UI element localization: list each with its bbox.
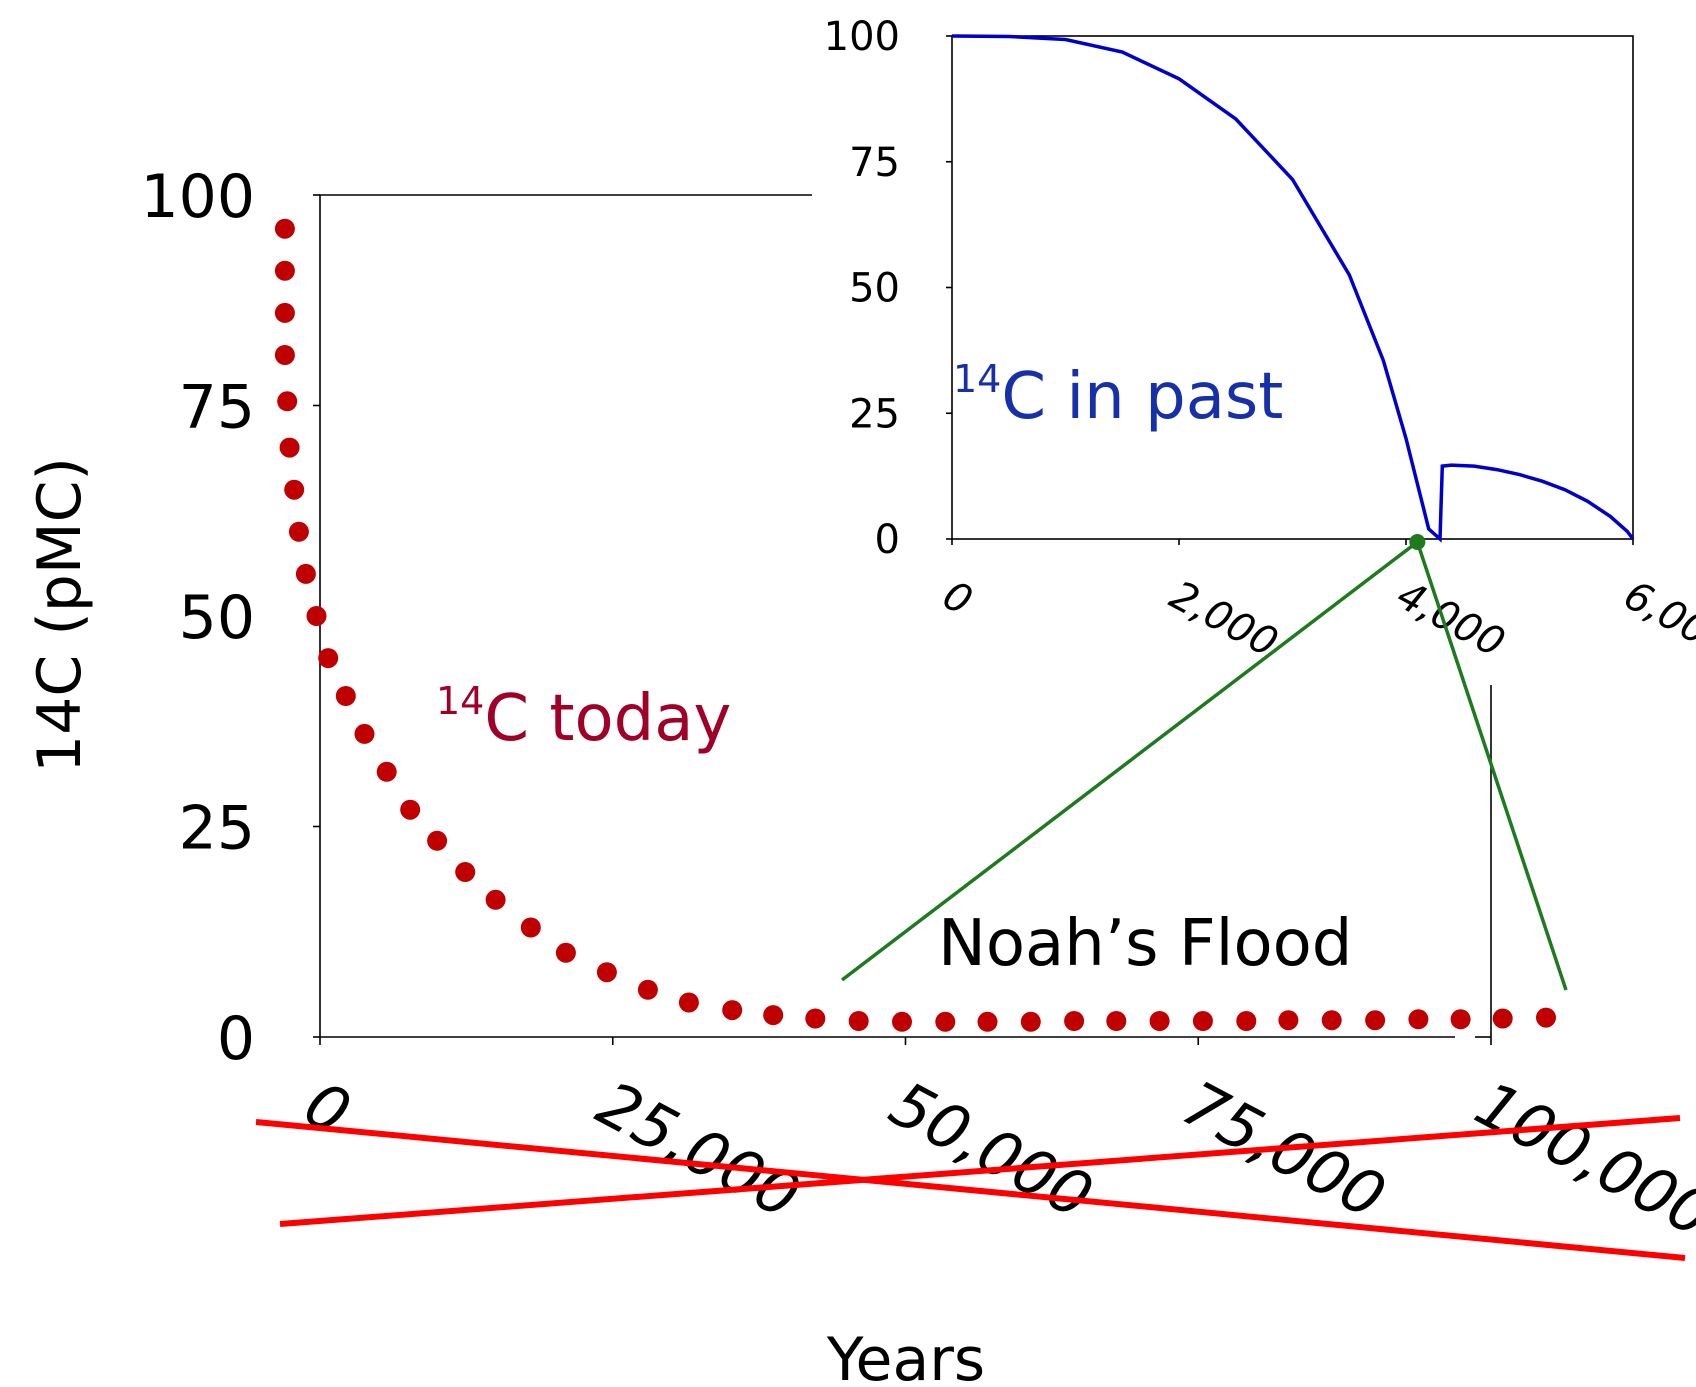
data-point <box>1064 1011 1085 1031</box>
x-axis-label: Years <box>826 1325 985 1387</box>
today-label-superscript: 14 <box>436 679 484 723</box>
data-point <box>284 479 305 500</box>
inset-chart: 0 25 50 75 100 0 2,000 4,000 6,000 14C in past <box>824 14 1696 667</box>
data-point <box>678 992 699 1013</box>
main-y-tick-label: 50 <box>179 583 255 653</box>
data-point <box>335 686 356 706</box>
main-x-tick-label: 50,000 <box>878 1067 1104 1233</box>
data-point <box>596 962 617 983</box>
main-x-tick-label: 25,000 <box>586 1067 812 1233</box>
data-point <box>295 563 316 584</box>
data-point <box>485 889 506 910</box>
inset-plot-frame <box>951 35 1634 540</box>
data-point <box>274 345 295 365</box>
main-series-dots <box>274 218 1556 1032</box>
inset-y-tick-label: 100 <box>824 14 900 60</box>
data-point <box>306 606 327 626</box>
data-point <box>977 1011 998 1032</box>
data-point <box>763 1005 784 1026</box>
past-label: 14C in past <box>953 357 1283 434</box>
data-point <box>722 1000 743 1021</box>
data-point <box>1408 1009 1429 1030</box>
inset-y-ticks: 0 25 50 75 100 <box>824 14 952 563</box>
flood-label: Noah’s Flood <box>938 907 1352 981</box>
inset-series-line <box>951 34 1635 543</box>
data-point <box>376 761 397 782</box>
inset-y-tick-label: 0 <box>875 517 900 563</box>
data-point <box>1278 1010 1299 1031</box>
data-point <box>1365 1010 1386 1031</box>
main-y-ticks: 0 25 50 75 100 <box>140 162 320 1074</box>
flood-marker <box>1409 534 1426 550</box>
data-point <box>354 723 375 744</box>
inset-x-tick-label: 6,000 <box>1616 572 1696 666</box>
main-x-tick-label: 0 <box>293 1067 362 1150</box>
data-point <box>1192 1011 1213 1031</box>
data-point <box>1536 1007 1556 1028</box>
connector-line-right <box>1415 541 1568 991</box>
data-point <box>520 917 541 938</box>
data-point <box>1149 1011 1170 1031</box>
data-point <box>400 799 421 820</box>
inset-x-tick-label: 0 <box>935 572 979 625</box>
data-point <box>288 521 309 542</box>
data-point <box>274 218 295 239</box>
inset-x-tick-label: 4,000 <box>1389 572 1512 666</box>
data-point <box>1450 1009 1471 1030</box>
data-point <box>1236 1011 1257 1031</box>
crossout-line-2 <box>279 1115 1681 1227</box>
data-point <box>892 1011 912 1032</box>
inset-y-tick-label: 75 <box>849 140 900 186</box>
inset-y-tick-label: 50 <box>849 266 900 312</box>
past-label-superscript: 14 <box>953 357 1001 401</box>
data-point <box>1321 1010 1342 1031</box>
data-point <box>318 648 339 669</box>
main-plot-frame <box>319 194 812 1037</box>
inset-x-ticks: 0 2,000 4,000 6,000 <box>935 539 1696 667</box>
data-point <box>805 1008 826 1029</box>
y-axis-label: 14C (pMC) <box>25 457 95 773</box>
flood-connectors <box>840 534 1568 991</box>
crossout-line-1 <box>255 1119 1686 1261</box>
data-point <box>427 830 448 851</box>
today-label-text: C today <box>484 682 731 756</box>
data-point <box>935 1011 956 1032</box>
data-point <box>555 942 576 963</box>
main-y-tick-label: 75 <box>179 373 255 443</box>
data-point <box>1492 1008 1513 1029</box>
data-point <box>848 1011 869 1031</box>
past-label-text: C in past <box>1001 360 1283 434</box>
main-y-tick-label: 0 <box>217 1004 255 1074</box>
data-point <box>274 302 295 323</box>
today-label: 14C today <box>436 679 731 756</box>
inset-y-tick-label: 25 <box>849 391 900 437</box>
inset-x-tick-label: 2,000 <box>1162 572 1285 666</box>
main-y-tick-label: 100 <box>140 162 255 232</box>
data-point <box>1020 1011 1041 1032</box>
data-point <box>637 979 658 1000</box>
data-point <box>279 437 300 458</box>
main-y-tick-label: 25 <box>179 794 255 864</box>
data-point <box>455 862 476 882</box>
data-point <box>277 391 298 412</box>
connector-line-left <box>840 540 1419 982</box>
data-point <box>1106 1011 1127 1031</box>
data-point <box>274 260 295 281</box>
main-x-tick-label: 100,000 <box>1464 1067 1696 1252</box>
